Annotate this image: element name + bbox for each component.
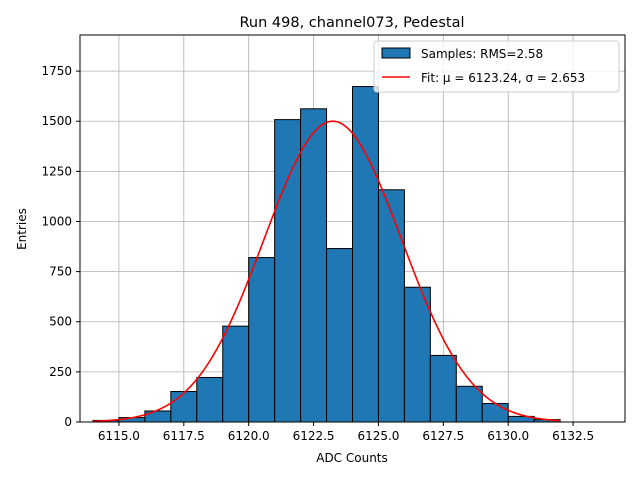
x-tick-label: 6127.5 <box>422 429 464 443</box>
y-axis-ticks: 0 250 500 750 1000 1250 1500 1750 <box>41 64 80 429</box>
histogram-bar <box>144 410 172 423</box>
chart-title: Run 498, channel073, Pedestal <box>239 15 464 31</box>
legend-samples-swatch <box>381 47 411 59</box>
y-tick-label: 1500 <box>41 114 72 128</box>
y-tick-label: 1250 <box>41 164 72 178</box>
histogram-bars <box>92 86 561 423</box>
histogram-bar <box>326 248 353 423</box>
y-tick-label: 750 <box>49 265 72 279</box>
plot-frame <box>79 34 626 423</box>
histogram-bar <box>300 108 328 423</box>
legend: Samples: RMS=2.58 Fit: μ = 6123.24, σ = … <box>373 40 620 93</box>
legend-samples-label: Samples: RMS=2.58 <box>421 47 543 61</box>
y-tick-label: 0 <box>64 415 72 429</box>
histogram-bar <box>196 376 224 423</box>
histogram-bar <box>377 189 405 423</box>
x-tick-label: 6120.0 <box>228 429 270 443</box>
x-tick-label: 6122.5 <box>293 429 335 443</box>
y-tick-label: 1000 <box>41 214 72 228</box>
histogram-bar <box>274 119 302 423</box>
y-tick-label: 250 <box>49 365 72 379</box>
histogram-bar <box>403 286 431 423</box>
histogram-bar <box>481 403 509 423</box>
histogram-bar <box>222 325 250 423</box>
legend-fit-label: Fit: μ = 6123.24, σ = 2.653 <box>421 71 585 85</box>
x-tick-label: 6117.5 <box>163 429 205 443</box>
x-axis-label: ADC Counts <box>316 451 388 465</box>
histogram-bar <box>170 391 198 423</box>
histogram-bar <box>352 86 379 423</box>
x-tick-label: 6115.0 <box>98 429 140 443</box>
histogram-bar <box>455 385 483 423</box>
x-axis-ticks: 6115.0 6117.5 6120.0 6122.5 6125.0 6127.5 6130… <box>98 422 594 443</box>
y-axis-label: Entries <box>15 208 29 250</box>
y-tick-label: 1750 <box>41 64 72 78</box>
histogram-bar <box>429 354 457 423</box>
histogram-bar <box>248 257 276 423</box>
fit-curve <box>92 120 561 423</box>
x-tick-label: 6125.0 <box>357 429 399 443</box>
y-tick-label: 500 <box>49 315 72 329</box>
x-tick-label: 6132.5 <box>552 429 594 443</box>
x-tick-label: 6130.0 <box>487 429 529 443</box>
legend-box <box>373 40 620 93</box>
